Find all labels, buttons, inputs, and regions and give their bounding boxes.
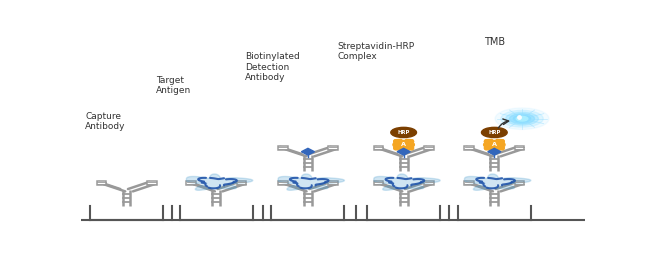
Circle shape: [482, 127, 507, 138]
Polygon shape: [397, 148, 410, 155]
Text: Streptavidin-HRP
Complex: Streptavidin-HRP Complex: [337, 42, 414, 61]
FancyBboxPatch shape: [374, 181, 383, 185]
FancyBboxPatch shape: [374, 146, 383, 150]
Polygon shape: [374, 174, 440, 190]
Text: Target
Antigen: Target Antigen: [156, 76, 191, 95]
FancyBboxPatch shape: [424, 181, 434, 185]
FancyBboxPatch shape: [147, 181, 157, 185]
Polygon shape: [465, 174, 531, 190]
Text: TMB: TMB: [484, 37, 505, 47]
FancyBboxPatch shape: [328, 146, 338, 150]
Text: A: A: [492, 142, 497, 147]
Polygon shape: [302, 148, 315, 155]
FancyBboxPatch shape: [515, 181, 525, 185]
Circle shape: [516, 116, 528, 121]
FancyBboxPatch shape: [464, 146, 474, 150]
Polygon shape: [278, 174, 344, 190]
FancyBboxPatch shape: [424, 146, 434, 150]
Circle shape: [391, 127, 417, 138]
FancyBboxPatch shape: [464, 181, 474, 185]
Text: Capture
Antibody: Capture Antibody: [85, 112, 126, 131]
Circle shape: [484, 140, 505, 149]
Circle shape: [514, 115, 530, 122]
Text: A: A: [401, 142, 406, 147]
Circle shape: [506, 112, 538, 125]
FancyBboxPatch shape: [237, 181, 246, 185]
Circle shape: [495, 108, 549, 129]
Circle shape: [510, 114, 534, 124]
FancyBboxPatch shape: [278, 181, 287, 185]
FancyBboxPatch shape: [278, 146, 287, 150]
Text: HRP: HRP: [488, 130, 500, 135]
Text: HRP: HRP: [397, 130, 410, 135]
Circle shape: [501, 110, 543, 127]
Polygon shape: [488, 148, 501, 155]
Polygon shape: [187, 174, 253, 190]
Text: Biotinylated
Detection
Antibody: Biotinylated Detection Antibody: [245, 52, 300, 82]
FancyBboxPatch shape: [97, 181, 106, 185]
FancyBboxPatch shape: [187, 181, 196, 185]
FancyBboxPatch shape: [515, 146, 525, 150]
FancyBboxPatch shape: [328, 181, 338, 185]
Circle shape: [393, 140, 414, 149]
